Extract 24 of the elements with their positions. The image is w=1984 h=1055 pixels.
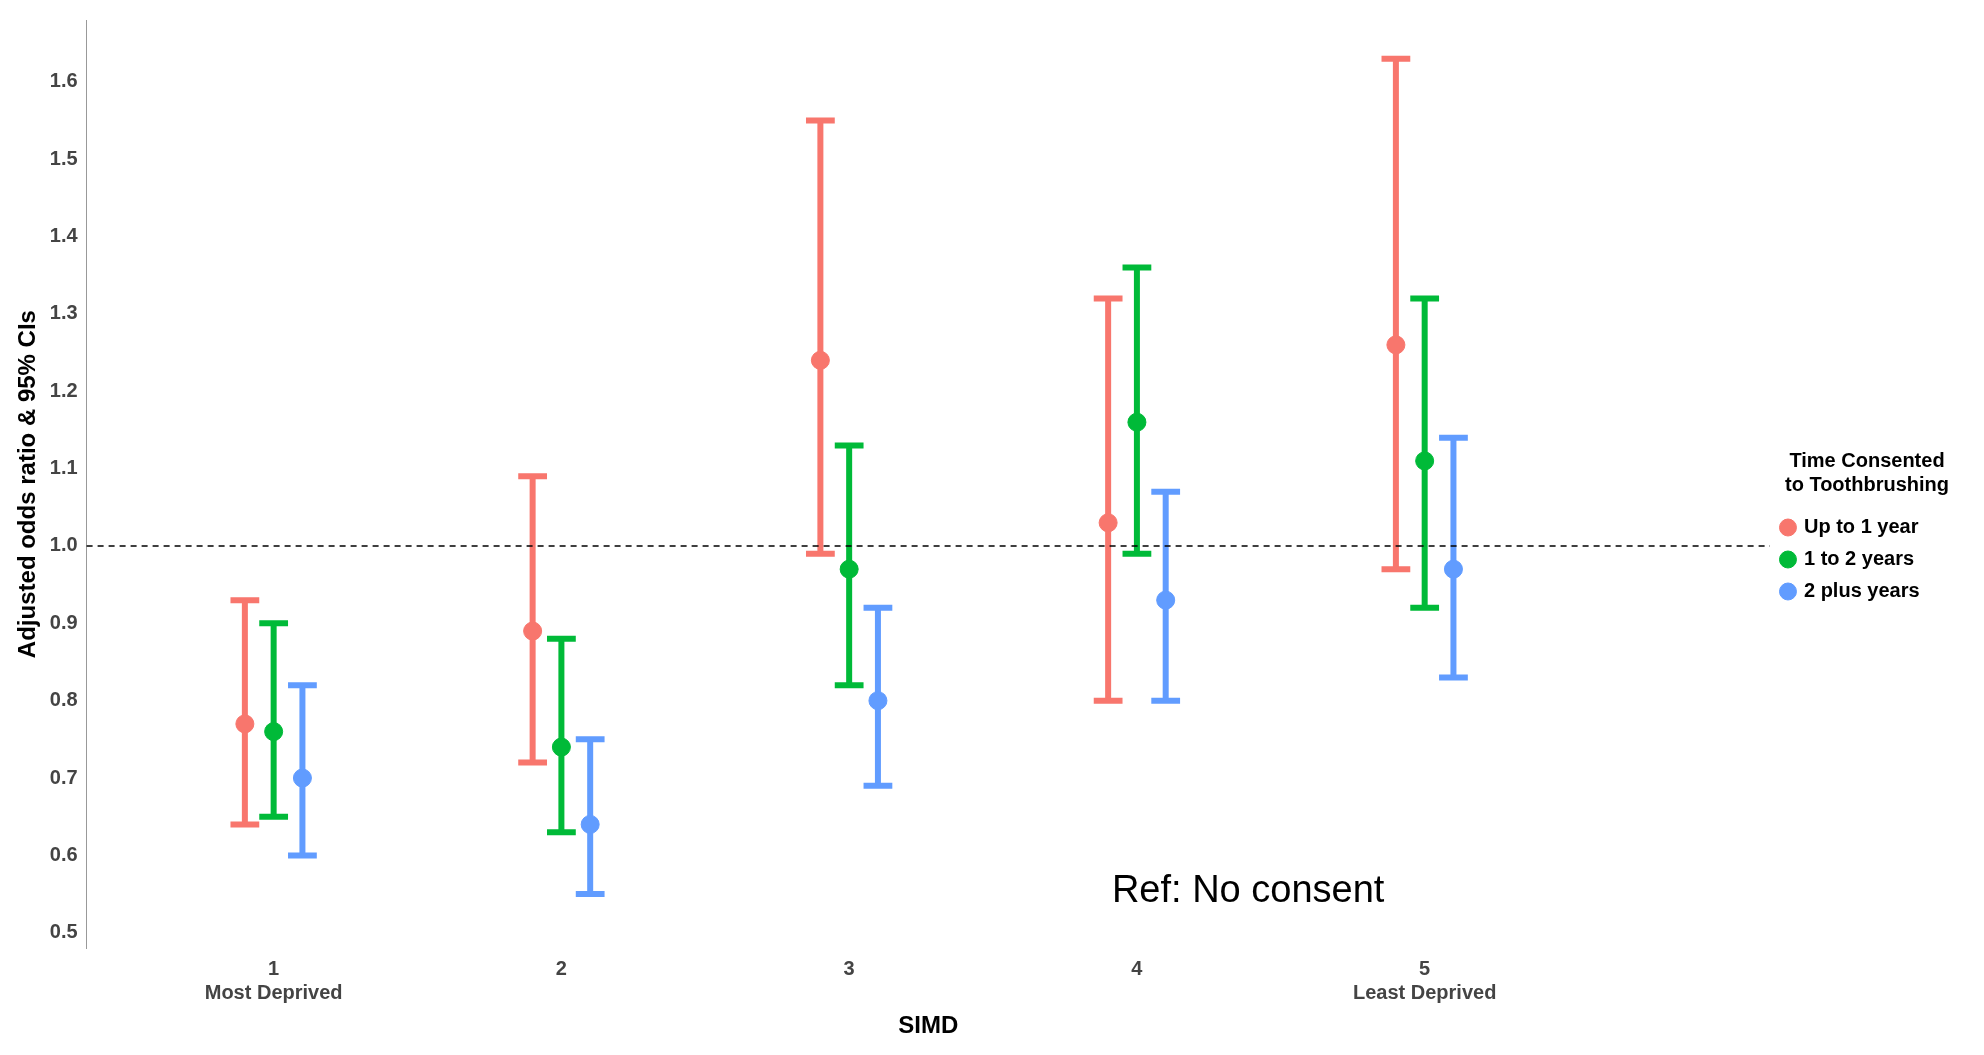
legend-label: Up to 1 year <box>1803 515 1919 538</box>
x-tick-label: 5 Least Deprived <box>1352 956 1497 1003</box>
legend-label: 1 to 2 years <box>1803 547 1915 570</box>
y-tick-label: 0.8 <box>49 688 78 711</box>
x-tick-label: 3 <box>843 956 855 979</box>
y-axis-title: Adjusted odds ratio & 95% CIs <box>13 310 41 659</box>
x-tick-label: 1 Most Deprived <box>204 956 343 1003</box>
x-axis-title: SIMD <box>898 1011 959 1039</box>
y-tick-label: 1.3 <box>49 301 78 324</box>
y-tick-label: 1.5 <box>49 146 78 169</box>
y-tick-label: 1.0 <box>49 533 78 556</box>
y-tick-label: 1.6 <box>49 69 78 92</box>
y-tick-label: 0.5 <box>49 920 78 943</box>
x-tick-label: 2 <box>555 956 567 979</box>
y-tick-label: 1.4 <box>49 224 79 247</box>
y-tick-label: 0.6 <box>49 842 78 865</box>
annotation: Ref: No consent <box>1111 867 1385 910</box>
x-tick-label: 4 <box>1131 956 1144 979</box>
y-tick-label: 1.2 <box>49 378 78 401</box>
y-tick-label: 0.9 <box>49 610 78 633</box>
y-tick-label: 0.7 <box>49 765 78 788</box>
legend-title: Time Consented to Toothbrushing <box>1784 449 1949 496</box>
y-tick-label: 1.1 <box>49 456 78 479</box>
legend-label: 2 plus years <box>1803 579 1920 602</box>
